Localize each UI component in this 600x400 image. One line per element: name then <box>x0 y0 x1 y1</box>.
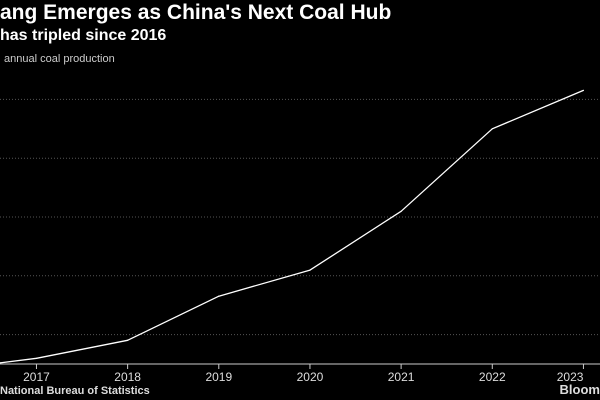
data-point-2018 <box>127 339 129 341</box>
series-layer <box>0 89 585 364</box>
x-tick-label-2020: 2020 <box>297 370 324 384</box>
x-tick-label-2022: 2022 <box>479 370 506 384</box>
chart-subtitle: has tripled since 2016 <box>0 27 167 44</box>
x-tick-label-2021: 2021 <box>388 370 415 384</box>
data-point-2021 <box>400 210 402 212</box>
source-note: National Bureau of Statistics <box>0 385 150 397</box>
chart-title: ang Emerges as China's Next Coal Hub <box>0 1 392 24</box>
x-tick-label-2018: 2018 <box>114 370 141 384</box>
x-tick-labels: 2017 2018 2019 2020 2021 2022 2023 <box>23 370 584 384</box>
gridlines <box>0 98 600 336</box>
x-tick-label-2019: 2019 <box>205 370 232 384</box>
y-axis-label: annual coal production <box>4 53 115 65</box>
x-axis <box>0 363 600 369</box>
data-point-2019 <box>218 295 220 297</box>
data-point-2017 <box>35 357 38 359</box>
x-tick-label-2023: 2023 <box>557 370 584 384</box>
series-line-0 <box>0 89 584 364</box>
data-point-2020 <box>309 269 311 271</box>
data-point-2022 <box>491 128 493 130</box>
data-point-2023 <box>582 89 585 91</box>
brand-logo-text: Bloom <box>559 382 600 397</box>
x-tick-label-2017: 2017 <box>23 370 50 384</box>
data-point-2016.6 <box>0 362 1 364</box>
